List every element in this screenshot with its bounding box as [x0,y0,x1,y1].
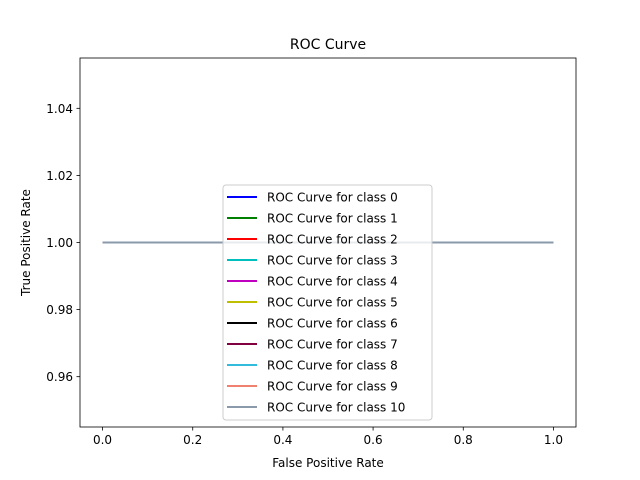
x-tick-label: 0.2 [183,433,202,447]
legend-label: ROC Curve for class 1 [267,212,398,226]
chart-title: ROC Curve [290,37,366,53]
y-axis-label: True Positive Rate [19,189,33,297]
legend-label: ROC Curve for class 5 [267,296,398,310]
legend-label: ROC Curve for class 3 [267,254,398,268]
legend-label: ROC Curve for class 2 [267,233,398,247]
x-tick-label: 0.0 [93,433,112,447]
legend-label: ROC Curve for class 8 [267,359,398,373]
legend-items: ROC Curve for class 0 ROC Curve for class… [227,191,405,415]
legend-label: ROC Curve for class 9 [267,380,398,394]
y-tick-label: 0.98 [46,303,73,317]
x-axis: 0.0 0.2 0.4 0.6 0.8 1.0 [93,427,563,447]
x-tick-label: 0.4 [273,433,292,447]
x-tick-label: 0.6 [364,433,383,447]
legend-label: ROC Curve for class 10 [267,401,405,415]
x-axis-label: False Positive Rate [272,456,384,470]
legend-label: ROC Curve for class 4 [267,275,398,289]
legend-box [222,184,433,421]
y-tick-label: 1.04 [46,102,73,116]
y-tick-label: 1.02 [46,169,73,183]
legend-label: ROC Curve for class 6 [267,317,398,331]
y-axis: 0.96 0.98 1.00 1.02 1.04 [46,102,80,384]
legend-label: ROC Curve for class 7 [267,338,398,352]
legend: ROC Curve for class 0 ROC Curve for class… [222,184,433,421]
x-tick-label: 0.8 [454,433,473,447]
y-tick-label: 0.96 [46,370,73,384]
legend-label: ROC Curve for class 0 [267,191,398,205]
x-tick-label: 1.0 [544,433,563,447]
y-tick-label: 1.00 [46,236,73,250]
